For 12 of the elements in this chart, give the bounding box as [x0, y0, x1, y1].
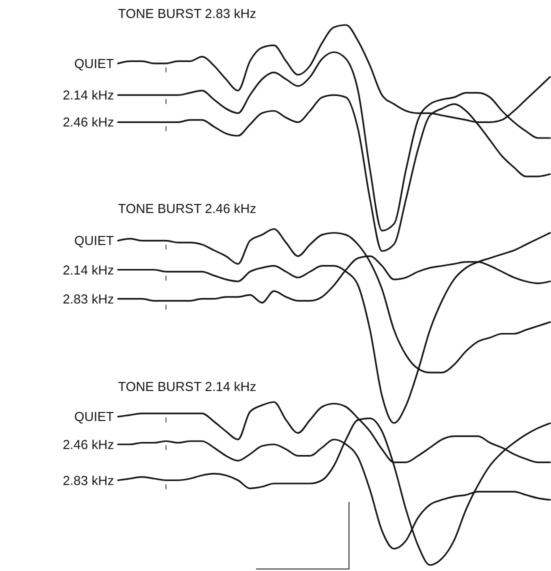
- chart-title: TONE BURST 2.14 kHz: [118, 379, 256, 394]
- series-label: QUIET: [74, 56, 114, 71]
- series-label: 2.14 kHz: [62, 262, 114, 278]
- series-label: 2.83 kHz: [62, 291, 114, 306]
- chart-title: TONE BURST 2.46 kHz: [118, 201, 256, 216]
- series-label: QUIET: [74, 233, 114, 248]
- chart-title: TONE BURST 2.83 kHz: [118, 6, 256, 21]
- series-label: QUIET: [74, 409, 114, 424]
- series-label: 2.83 kHz: [62, 472, 114, 488]
- series-label: 2.14 kHz: [62, 88, 114, 103]
- series-label: 2.46 kHz: [62, 114, 114, 130]
- series-label: 2.46 kHz: [62, 436, 114, 452]
